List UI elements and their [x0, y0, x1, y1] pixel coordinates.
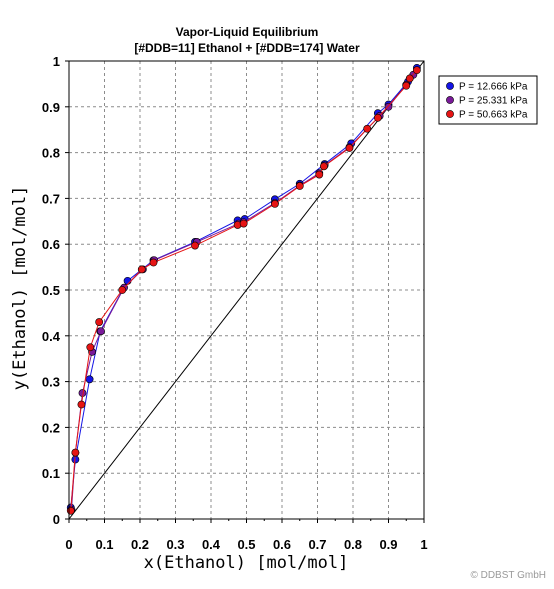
legend-box	[438, 75, 538, 125]
copyright-watermark: © DDBST GmbH	[470, 570, 546, 581]
legend-marker	[446, 96, 454, 104]
data-point	[373, 113, 382, 122]
x-tick-label: 0.3	[166, 537, 184, 552]
data-point	[191, 241, 199, 250]
data-point	[77, 400, 86, 409]
data-point	[402, 81, 411, 90]
y-tick-label: 0.1	[42, 466, 60, 481]
data-point	[405, 74, 414, 83]
y-tick-label: 0.4	[42, 329, 61, 344]
data-point	[95, 318, 104, 326]
y-tick-label: 0.6	[42, 237, 60, 252]
y-tick-labels: 0 0.1 0.2 0.3 0.4 0.5 0.6 0.7 0.8 0.9 1	[42, 54, 69, 527]
x-tick-label: 0.8	[344, 537, 362, 552]
y-tick-label: 0	[53, 512, 60, 527]
data-point	[295, 182, 304, 190]
y-tick-label: 1	[53, 54, 60, 69]
data-point	[270, 199, 279, 208]
y-tick-label: 0.8	[42, 146, 60, 161]
data-point	[412, 66, 421, 75]
x-tick-label: 0.4	[202, 537, 221, 552]
legend: P = 12.666 kPa P = 25.331 kPa P = 50.663 k…	[438, 75, 538, 125]
chart-subtitle: [#DDB=11] Ethanol + [#DDB=174] Water	[134, 41, 360, 55]
y-tick-label: 0.5	[42, 283, 60, 298]
legend-marker	[446, 110, 454, 118]
y-tick-label: 0.9	[42, 100, 60, 115]
series-3	[66, 66, 421, 515]
x-tick-label: 0.1	[95, 537, 113, 552]
plot-frame	[68, 60, 425, 520]
x-tick-label: 1	[420, 537, 427, 552]
legend-entry: P = 25.331 kPa	[459, 96, 528, 107]
data-point	[315, 170, 324, 179]
data-point	[86, 343, 95, 352]
x-tick-label: 0.9	[379, 537, 397, 552]
data-point	[137, 265, 146, 274]
legend-entry: P = 12.666 kPa	[459, 82, 528, 93]
x-tick-label: 0.2	[131, 537, 149, 552]
data-point	[239, 219, 248, 228]
x-tick-label: 0.6	[273, 537, 291, 552]
data-point	[85, 375, 94, 384]
x-tick-label: 0	[65, 537, 72, 552]
legend-marker	[446, 82, 454, 90]
y-axis-label: y(Ethanol) [mol/mol]	[10, 186, 30, 391]
data-point	[363, 124, 372, 133]
data-point	[123, 276, 132, 285]
x-tick-label: 0.5	[237, 537, 255, 552]
data-point	[66, 506, 75, 515]
y-tick-label: 0.3	[42, 375, 60, 390]
y-tick-label: 0.7	[42, 191, 60, 206]
legend-entry: P = 50.663 kPa	[459, 110, 528, 121]
data-point	[345, 144, 354, 152]
diagonal-reference-line	[68, 60, 425, 520]
x-tick-label: 0.7	[308, 537, 326, 552]
series-layer	[66, 63, 421, 515]
data-point	[149, 258, 158, 267]
data-point	[97, 327, 105, 336]
data-point	[71, 448, 80, 457]
data-point	[118, 286, 127, 294]
data-point	[384, 102, 393, 111]
chart-title: Vapor-Liquid Equilibrium	[176, 25, 319, 39]
data-point	[319, 162, 328, 171]
x-axis-label: x(Ethanol) [mol/mol]	[144, 553, 349, 573]
x-tick-labels: 0 0.1 0.2 0.3 0.4 0.5 0.6 0.7 0.8 0.9 1	[65, 519, 428, 552]
y-tick-label: 0.2	[42, 420, 60, 435]
